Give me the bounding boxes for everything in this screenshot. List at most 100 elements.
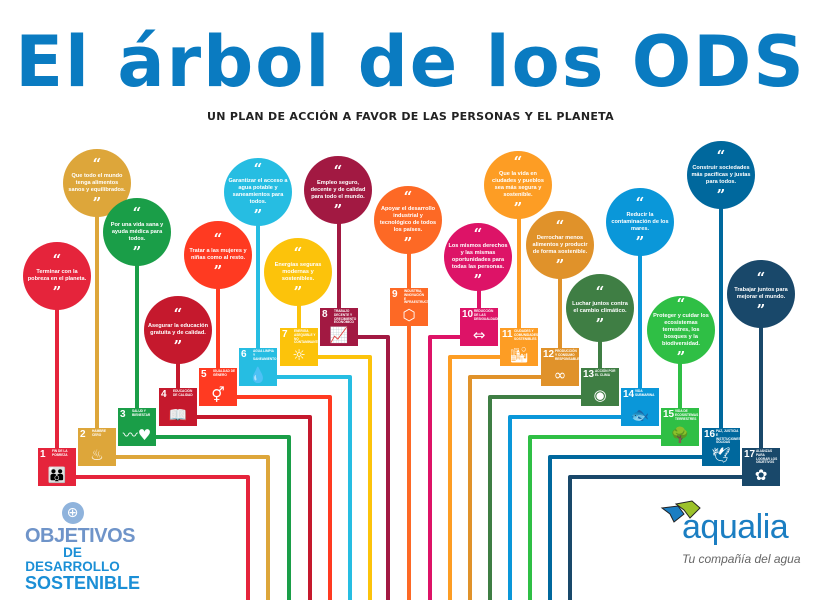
goal-branch (76, 475, 250, 600)
bowl-icon: ♨ (90, 446, 104, 464)
goal-title: Paz, justicia e instituciones sólidas (716, 429, 741, 445)
quote-open-icon: “ (513, 153, 523, 171)
quote-close-icon: ” (756, 301, 766, 319)
quote-open-icon: “ (716, 146, 726, 165)
water-drop-icon: 💧 (248, 366, 268, 384)
quote-open-icon: “ (92, 154, 102, 173)
goal-bubble-13: “ Luchar juntos contra el cambio climáti… (566, 274, 634, 342)
quote-open-icon: “ (173, 305, 183, 323)
goal-message: Luchar juntos contra el cambio climático… (572, 301, 628, 314)
goal-branch (488, 395, 581, 600)
goal-title: Industria, innovación e infraestructura (404, 289, 436, 305)
goal-message: Garantizar el acceso a agua potable y sa… (228, 178, 288, 205)
goal-title: Ciudades y comunidades sostenibles (514, 329, 539, 341)
goal-number: 16 (704, 429, 716, 440)
goal-title: Agua limpia y saneamiento (253, 349, 277, 361)
quote-open-icon: “ (403, 188, 413, 206)
goal-branch (468, 375, 541, 600)
quote-open-icon: “ (293, 243, 303, 262)
goal-branch (548, 455, 702, 600)
goal-branch (568, 475, 742, 600)
aqualia-arrows-icon (660, 500, 701, 523)
quote-close-icon: ” (595, 315, 605, 333)
goal-tile-7[interactable]: 7 Energía asequible y no contaminante ☼ (280, 328, 320, 366)
goal-tile-13[interactable]: 13 Acción por el clima ◉ (581, 368, 619, 406)
quote-open-icon: “ (213, 230, 223, 248)
goal-number: 10 (462, 309, 474, 320)
goal-title: Salud y bienestar (132, 409, 151, 417)
goal-title: Energía asequible y no contaminante (294, 329, 320, 345)
quote-close-icon: ” (173, 337, 183, 355)
goal-message: Energías seguras modernas y sostenibles. (274, 261, 322, 282)
sdg-logo-line3: SOSTENIBLE (25, 573, 141, 593)
goal-bubble-14: “ Reducir la contaminación de los mares.… (606, 188, 674, 256)
quote-open-icon: “ (555, 216, 565, 235)
book-icon: 📖 (168, 406, 188, 424)
goal-tile-3[interactable]: 3 Salud y bienestar 〰♥ (118, 408, 156, 446)
sdg-logo-line2: DE DESARROLLO (25, 545, 120, 574)
goal-message: Apoyar el desarrollo industrial y tecnol… (379, 206, 437, 233)
quote-open-icon: “ (132, 203, 142, 222)
goal-tile-4[interactable]: 4 Educación de calidad 📖 (159, 388, 197, 426)
goal-tile-5[interactable]: 5 Igualdad de género ⚥ (199, 368, 237, 406)
goal-title: Trabajo decente y crecimiento económico (334, 309, 357, 325)
goal-bubble-3: “ Por una vida sana y ayuda médica para … (103, 198, 171, 266)
goal-title: Fin de la pobreza (52, 449, 68, 457)
dove-icon: 🕊 (711, 446, 731, 464)
quote-open-icon: “ (52, 251, 62, 269)
quote-close-icon: ” (293, 282, 303, 301)
goal-bubble-4: “ Asegurar la educación gratuita y de ca… (144, 296, 212, 364)
goal-tile-16[interactable]: 16 Paz, justicia e instituciones sólidas… (702, 428, 741, 466)
goal-number: 6 (241, 349, 247, 360)
quote-open-icon: “ (756, 269, 766, 287)
goal-tile-11[interactable]: 11 Ciudades y comunidades sostenibles 🏙 (500, 328, 538, 366)
goal-bubble-9: “ Apoyar el desarrollo industrial y tecn… (374, 186, 442, 254)
goal-tile-15[interactable]: 15 Vida de ecosistemas terrestres 🌳 (661, 408, 699, 446)
goal-message: Derrochar menos alimentos y producir de … (532, 234, 588, 255)
goal-title: Educación de calidad (173, 389, 193, 397)
goal-tile-8[interactable]: 8 Trabajo decente y crecimiento económic… (320, 308, 358, 346)
quote-open-icon: “ (635, 193, 645, 212)
goal-tile-2[interactable]: 2 Hambre cero ♨ (78, 428, 116, 466)
goal-title: Acción por el clima (595, 369, 616, 377)
goal-tile-9[interactable]: 9 Industria, innovación e infraestructur… (390, 288, 436, 326)
goal-tile-1[interactable]: 1 Fin de la pobreza 👪 (38, 448, 76, 486)
goal-message: Que la vida en ciudades y pueblos sea má… (492, 171, 544, 198)
goal-tile-14[interactable]: 14 Vida submarina 🐟 (621, 388, 659, 426)
quote-close-icon: ” (555, 255, 565, 274)
goal-bubble-11: “ Que la vida en ciudades y pueblos sea … (484, 151, 552, 219)
goal-message: Que todo el mundo tenga alimentos sanos … (68, 172, 126, 193)
people-icon: 👪 (47, 466, 67, 484)
goal-tile-17[interactable]: 17 Alianzas para lograr los objetivos ✿ (742, 448, 780, 486)
goal-message: Trabajar juntos para mejorar el mundo. (734, 287, 788, 300)
goal-number: 5 (201, 369, 207, 380)
goal-number: 4 (161, 389, 167, 400)
quote-close-icon: ” (213, 262, 223, 280)
goal-branch (237, 395, 332, 600)
quote-close-icon: ” (253, 206, 263, 224)
city-icon: 🏙 (509, 346, 529, 364)
tree-icon: 🌳 (670, 426, 690, 444)
quote-close-icon: ” (716, 185, 726, 204)
goal-branch (508, 415, 621, 600)
eye-globe-icon: ◉ (593, 386, 607, 404)
goal-number: 12 (543, 349, 555, 360)
goal-title: Hambre cero (92, 429, 106, 437)
goal-number: 1 (40, 449, 46, 460)
goal-message: Reducir la contaminación de los mares. (611, 211, 669, 232)
goal-number: 3 (120, 409, 126, 420)
goal-message: Terminar con la pobreza en el planeta. (27, 269, 87, 282)
goal-bubble-6: “ Garantizar el acceso a agua potable y … (224, 158, 292, 226)
goal-tile-10[interactable]: 10 Reducción de las desigualdades ⇔ (460, 308, 502, 346)
gender-equality-icon: ⚥ (211, 386, 225, 404)
goal-branch (358, 335, 390, 600)
brand-name: aqualia (682, 508, 789, 546)
flower-rings-icon: ✿ (754, 466, 768, 484)
goal-tile-6[interactable]: 6 Agua limpia y saneamiento 💧 (239, 348, 277, 386)
goal-tile-12[interactable]: 12 Producción y consumo responsables ∞ (541, 348, 581, 386)
goal-bubble-7: “ Energías seguras modernas y sostenible… (264, 238, 332, 306)
goal-message: Asegurar la educación gratuita y de cali… (148, 323, 208, 336)
goal-bubble-16: “ Construir sociedades más pacíficas y j… (687, 141, 755, 209)
sdg-logo-line1: OBJETIVOS (25, 525, 135, 547)
